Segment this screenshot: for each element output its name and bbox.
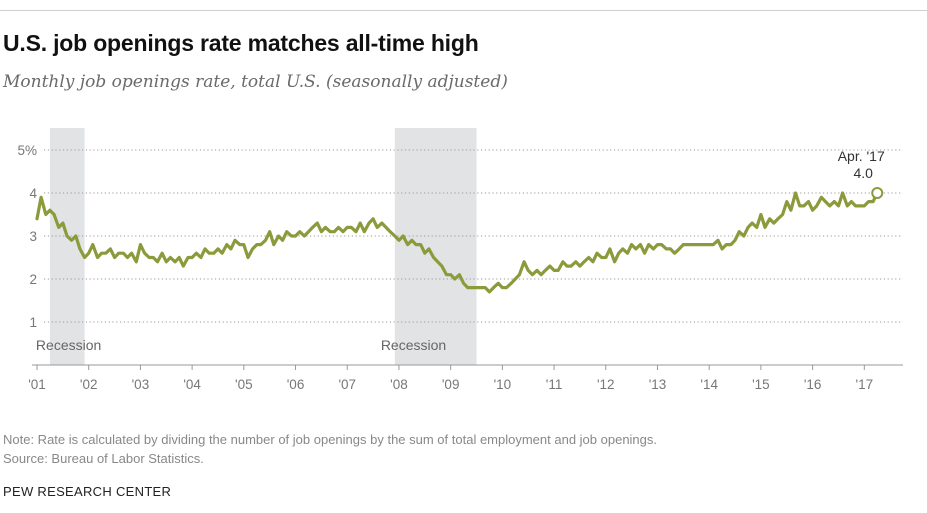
x-tick-label: '16 (804, 377, 822, 392)
series-line (35, 187, 884, 294)
latest-point-marker (871, 187, 884, 199)
x-tick-label: '09 (442, 377, 460, 392)
top-rule (0, 10, 927, 11)
x-tick-label: '01 (28, 377, 46, 392)
y-tick-label: 2 (29, 272, 37, 287)
chart-title: U.S. job openings rate matches all-time … (3, 30, 479, 56)
x-tick-label: '08 (390, 377, 408, 392)
x-tick-label: '04 (183, 377, 201, 392)
x-tick-label: '02 (80, 377, 98, 392)
x-axis: '01 '02 '03 '04 '05 '06 '07 '08 '09 '10 '11 '12 '13 '… (28, 364, 903, 392)
recession-label: Recession (36, 337, 101, 353)
note-text: Note: Rate is calculated by dividing the… (3, 432, 658, 447)
y-tick-label: 3 (29, 229, 37, 244)
annotation: Apr. '174.0 (838, 148, 885, 181)
recession-bands: Recession Recession (36, 128, 477, 365)
y-tick-label: 5% (17, 143, 37, 158)
x-tick-label: '13 (649, 377, 667, 392)
x-tick-label: '11 (546, 377, 563, 392)
x-tick-label: '15 (752, 377, 770, 392)
chart-notes: Note: Rate is calculated by dividing the… (3, 430, 657, 468)
annotation-value: 4.0 (854, 165, 874, 181)
chart-subtitle: Monthly job openings rate, total U.S. (s… (3, 72, 508, 92)
x-tick-label: '17 (856, 377, 874, 392)
x-tick-label: '10 (494, 377, 512, 392)
annotation-date: Apr. '17 (838, 148, 885, 164)
series-line-path (35, 191, 879, 294)
y-tick-label: 1 (29, 315, 37, 330)
x-tick-label: '14 (700, 377, 718, 392)
x-tick-label: '05 (235, 377, 253, 392)
x-tick-label: '12 (597, 377, 615, 392)
x-tick-label: '03 (132, 377, 150, 392)
x-tick-label: '07 (338, 377, 356, 392)
brand-label: PEW RESEARCH CENTER (3, 484, 172, 499)
x-tick-label: '06 (287, 377, 305, 392)
source-text: Source: Bureau of Labor Statistics. (3, 451, 204, 466)
y-tick-label: 4 (29, 186, 37, 201)
recession-label: Recession (381, 337, 446, 353)
recession-band (394, 128, 477, 365)
gridlines: 1 2 3 4 5% (17, 143, 903, 330)
